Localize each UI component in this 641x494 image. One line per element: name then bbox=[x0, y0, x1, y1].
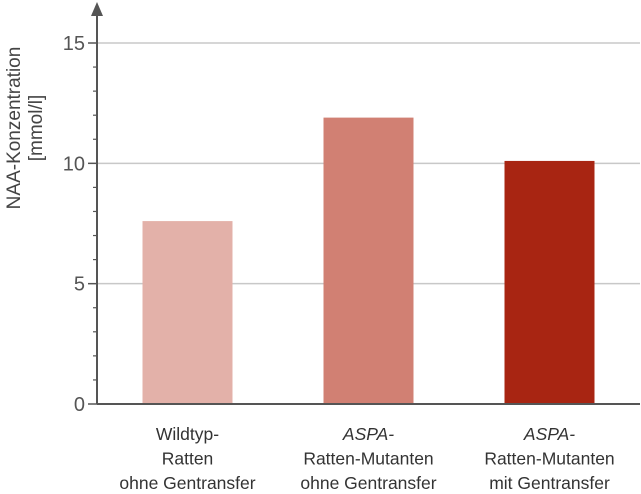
x-category-label-2: ASPA-Ratten-Mutanten ohne Gentransfer bbox=[300, 424, 436, 493]
y-tick-label-0: 0 bbox=[74, 394, 85, 416]
bars bbox=[142, 117, 595, 405]
y-tick-label-10: 10 bbox=[63, 153, 85, 175]
y-tick-label-5: 5 bbox=[74, 274, 85, 296]
x-category-label-1: Wildtyp-Ratten ohne Gentransfer bbox=[119, 424, 255, 493]
axes bbox=[88, 2, 640, 405]
y-tick-label-15: 15 bbox=[63, 33, 85, 55]
bar-3 bbox=[504, 160, 595, 404]
bar-1 bbox=[142, 221, 233, 404]
y-axis-arrow-icon bbox=[91, 2, 103, 16]
y-tick-labels: 0 5 10 15 bbox=[63, 33, 85, 416]
x-category-labels: Wildtyp-Ratten ohne Gentransfer ASPA-Ratte… bbox=[119, 424, 614, 493]
x-category-label-3: ASPA-Ratten-Mutanten mit Gentransfer bbox=[484, 424, 614, 493]
y-axis-label: NAA-Konzentration[mmol/l] bbox=[4, 47, 47, 210]
bar-2 bbox=[323, 117, 414, 405]
